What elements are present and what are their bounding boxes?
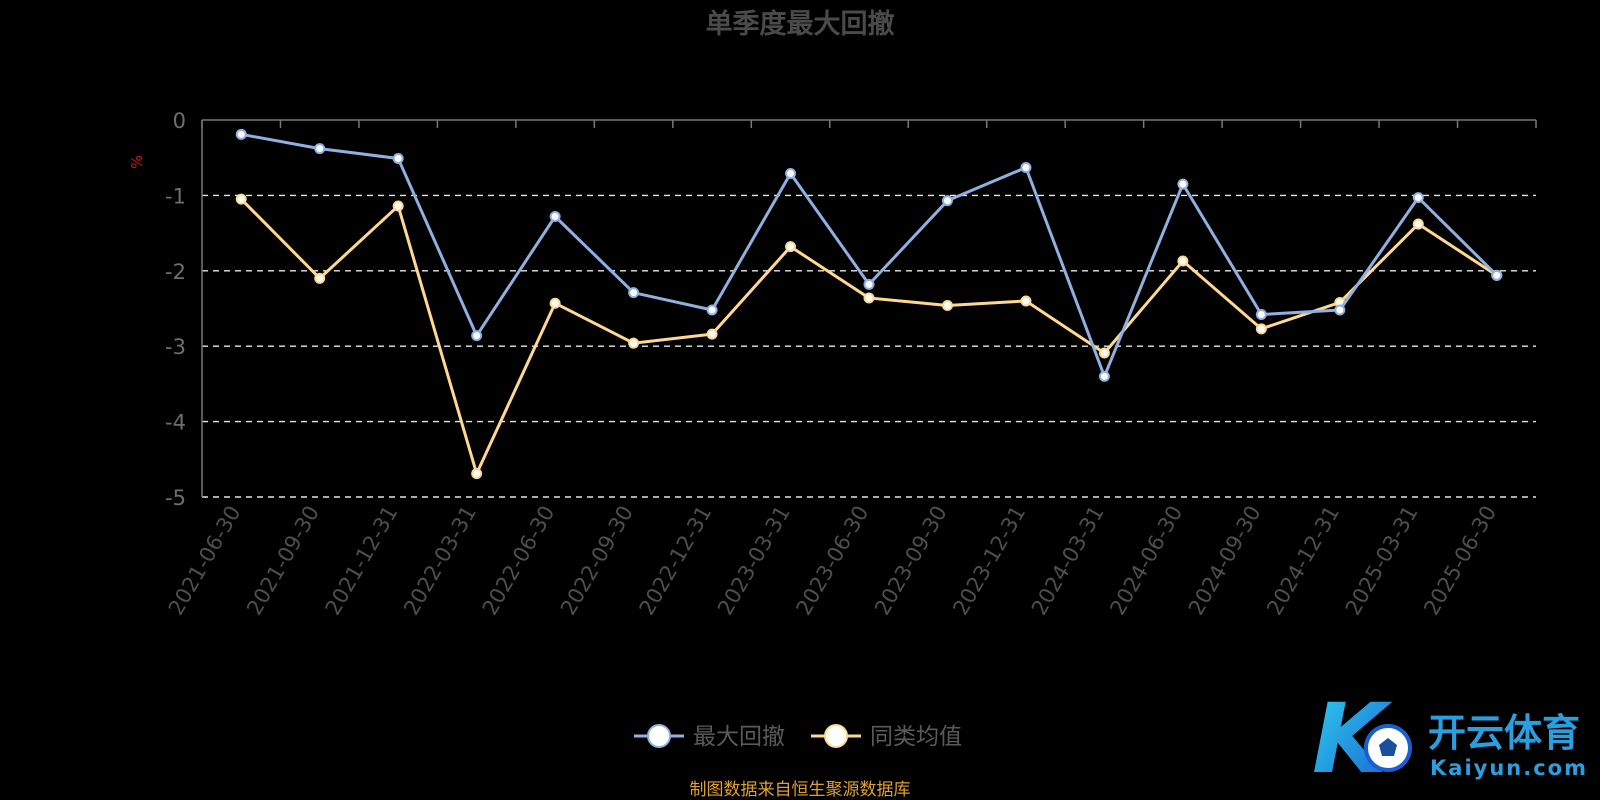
data-point	[471, 468, 483, 480]
y-tick-label: 0	[173, 109, 186, 133]
x-tick-label: 2025-06-30	[1419, 502, 1501, 620]
x-tick-label: 2022-09-30	[556, 502, 638, 620]
x-tick-labels: 2021-06-302021-09-302021-12-312022-03-31…	[164, 502, 1501, 620]
watermark-brand-cn: 开云体育	[1428, 711, 1580, 755]
data-point	[392, 200, 404, 212]
data-point	[392, 152, 404, 164]
data-point	[235, 193, 247, 205]
x-tick-label: 2023-03-31	[713, 502, 795, 620]
data-point	[1255, 323, 1267, 335]
series-line	[240, 132, 1498, 378]
series-layer	[235, 128, 1503, 480]
y-tick-labels: 0 -1 -2 -3 -4 -5	[165, 109, 186, 510]
series-0	[235, 128, 1503, 382]
data-point	[1177, 178, 1189, 190]
series-line	[240, 198, 1498, 476]
chart-title: 单季度最大回撤	[706, 8, 895, 40]
watermark-brand-en: Kaiyun.com	[1430, 756, 1588, 780]
x-tick-label: 2023-09-30	[870, 502, 952, 620]
x-tick-label: 2024-09-30	[1184, 502, 1266, 620]
x-tick-label: 2023-06-30	[792, 502, 874, 620]
data-point	[785, 241, 797, 253]
x-tick-label: 2021-12-31	[321, 502, 403, 620]
data-point	[314, 143, 326, 155]
y-tick-label: -2	[165, 260, 186, 284]
y-tick-label: -4	[165, 411, 186, 435]
data-point	[1098, 370, 1110, 382]
data-point	[1334, 304, 1346, 316]
data-point	[471, 330, 483, 342]
data-point	[863, 278, 875, 290]
data-point	[941, 195, 953, 207]
y-axis-unit: %	[128, 155, 146, 169]
x-tick-label: 2022-12-31	[635, 502, 717, 620]
legend-label-peer-average: 同类均值	[870, 724, 962, 750]
data-point	[1020, 162, 1032, 174]
data-point	[1020, 295, 1032, 307]
data-point	[628, 287, 640, 299]
data-point	[1255, 309, 1267, 321]
data-point	[628, 337, 640, 349]
data-point	[314, 272, 326, 284]
legend[interactable]: 最大回撤 同类均值	[634, 724, 962, 750]
data-point	[706, 304, 718, 316]
data-point	[1412, 218, 1424, 230]
data-point	[1098, 347, 1110, 359]
x-tick-label: 2023-12-31	[948, 502, 1030, 620]
x-tick-label: 2022-06-30	[478, 502, 560, 620]
legend-item-peer-average[interactable]: 同类均值	[811, 724, 962, 750]
legend-marker-drawdown	[647, 724, 671, 748]
data-point	[549, 297, 561, 309]
axes	[201, 119, 1537, 497]
grid	[202, 194, 1536, 498]
series-1	[235, 193, 1503, 480]
data-point	[1177, 255, 1189, 267]
watermark-logo: K 开云体育 Kaiyun.com	[1312, 683, 1588, 795]
legend-label-drawdown: 最大回撤	[693, 724, 785, 750]
x-tick-label: 2021-09-30	[242, 502, 324, 620]
x-tick-label: 2024-03-31	[1027, 502, 1109, 620]
data-point	[785, 168, 797, 180]
legend-item-drawdown[interactable]: 最大回撤	[634, 724, 785, 750]
x-tick-label: 2021-06-30	[164, 502, 246, 620]
data-point	[863, 292, 875, 304]
x-tick-label: 2022-03-31	[399, 502, 481, 620]
x-tick-label: 2024-06-30	[1105, 502, 1187, 620]
y-tick-label: -5	[165, 486, 186, 510]
y-tick-label: -1	[165, 184, 186, 208]
y-tick-label: -3	[165, 335, 186, 359]
data-point	[235, 128, 247, 140]
legend-marker-peer-average	[824, 724, 848, 748]
data-point	[1491, 269, 1503, 281]
data-point	[706, 328, 718, 340]
x-tick-label: 2024-12-31	[1262, 502, 1344, 620]
data-source-note: 制图数据来自恒生聚源数据库	[690, 780, 911, 800]
x-tick-label: 2025-03-31	[1341, 502, 1423, 620]
soccer-ball-patch-icon	[1379, 738, 1397, 756]
data-point	[941, 299, 953, 311]
data-point	[1412, 192, 1424, 204]
data-point	[549, 211, 561, 223]
